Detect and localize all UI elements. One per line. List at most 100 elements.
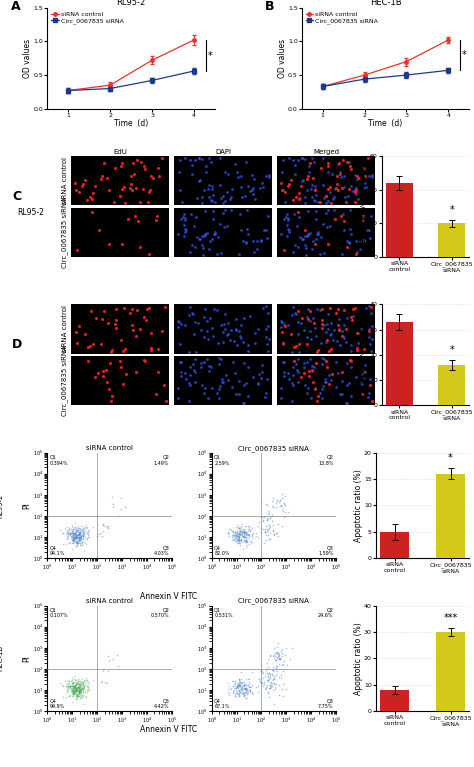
Point xyxy=(241,527,248,539)
Point xyxy=(72,535,79,547)
Point xyxy=(112,318,119,330)
Point xyxy=(71,683,79,696)
Point xyxy=(209,205,217,217)
Point xyxy=(251,337,258,350)
Point xyxy=(71,531,79,543)
Point xyxy=(72,681,79,693)
Point xyxy=(237,686,244,699)
Point xyxy=(270,528,277,540)
Point xyxy=(263,667,271,679)
Point xyxy=(366,373,374,385)
Point xyxy=(189,357,197,370)
Point xyxy=(238,536,246,548)
Point xyxy=(74,535,82,548)
Point xyxy=(79,683,87,695)
Text: *: * xyxy=(449,345,454,355)
Point xyxy=(81,528,88,540)
Point xyxy=(282,320,289,332)
Point xyxy=(295,338,303,351)
Point xyxy=(65,522,73,535)
Point xyxy=(205,334,212,346)
Point xyxy=(112,314,119,326)
Point xyxy=(248,169,255,181)
Point xyxy=(239,687,246,700)
Point xyxy=(226,193,234,206)
Point xyxy=(69,686,77,699)
Point xyxy=(237,528,244,541)
Point xyxy=(366,379,374,391)
Point xyxy=(241,678,249,690)
Point xyxy=(240,525,248,537)
Point xyxy=(77,526,84,538)
Point xyxy=(195,233,202,245)
Point xyxy=(237,683,245,696)
Point xyxy=(234,678,241,690)
Point xyxy=(340,319,348,331)
Point xyxy=(257,526,265,538)
Point xyxy=(320,352,328,364)
Point xyxy=(216,179,224,192)
Y-axis label: Apoptotic ratio (%): Apoptotic ratio (%) xyxy=(354,622,363,695)
Point xyxy=(241,534,248,546)
Point xyxy=(236,531,243,543)
Point xyxy=(79,532,86,545)
Point xyxy=(262,681,270,693)
Point xyxy=(278,316,286,328)
Point xyxy=(264,674,272,686)
Point xyxy=(208,180,216,193)
Point xyxy=(265,533,273,545)
Point xyxy=(79,692,86,704)
Point xyxy=(72,690,80,703)
Point xyxy=(211,225,219,238)
Point xyxy=(69,684,76,696)
Text: *: * xyxy=(208,51,212,61)
Point xyxy=(74,681,82,693)
Point xyxy=(193,192,201,204)
Point xyxy=(271,681,278,693)
Point xyxy=(346,354,354,367)
Point xyxy=(262,525,269,538)
Point xyxy=(108,390,116,402)
Point xyxy=(337,338,344,351)
Point xyxy=(70,535,77,548)
Point xyxy=(73,693,80,705)
Point xyxy=(236,684,243,696)
Point xyxy=(71,686,79,698)
Point xyxy=(254,324,262,336)
Point xyxy=(81,684,89,696)
Point xyxy=(75,534,83,546)
Point xyxy=(241,683,248,695)
Point xyxy=(279,355,287,367)
Point xyxy=(78,538,86,550)
Point xyxy=(80,689,87,701)
Point xyxy=(68,534,76,546)
Point xyxy=(224,317,232,329)
Point xyxy=(196,174,204,186)
Point xyxy=(264,499,271,512)
Point xyxy=(243,527,250,539)
Point xyxy=(72,526,80,538)
Point xyxy=(177,370,185,382)
Point xyxy=(367,301,374,314)
Point xyxy=(284,505,292,518)
Point xyxy=(255,520,262,532)
Point xyxy=(240,676,247,688)
Point xyxy=(249,182,256,194)
Point xyxy=(304,382,312,394)
Point xyxy=(267,650,274,663)
Point xyxy=(158,152,166,164)
Point xyxy=(264,514,271,526)
Point xyxy=(141,354,148,367)
Point xyxy=(76,522,83,534)
Point xyxy=(347,163,355,175)
Text: A: A xyxy=(10,0,20,12)
Point xyxy=(264,513,272,525)
Point xyxy=(235,526,242,538)
Point xyxy=(264,667,271,679)
Point xyxy=(257,495,264,508)
Point xyxy=(226,686,233,698)
Point xyxy=(283,659,291,671)
Point xyxy=(240,235,247,247)
Point xyxy=(69,536,76,548)
Point xyxy=(176,355,183,367)
